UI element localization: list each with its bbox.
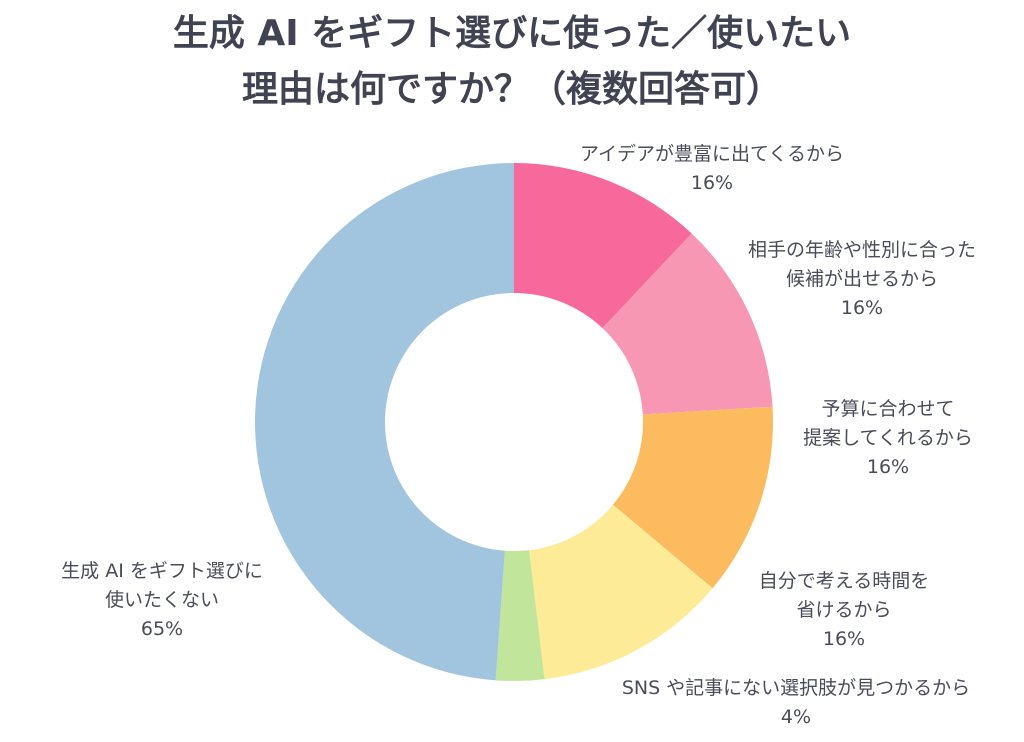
chart-title-line-1: 生成 AI をギフト選びに使った／使いたい — [172, 13, 852, 54]
slice-label-line: 予算に合わせて — [821, 398, 954, 420]
donut-slice-3 — [612, 406, 773, 589]
donut-slice-4 — [529, 504, 713, 680]
slice-label-line: 使いたくない — [105, 589, 219, 611]
slice-label-line: 生成 AI をギフト選びに — [61, 560, 263, 582]
slice-value-6: 65% — [141, 618, 183, 640]
slice-label-5: SNS や記事にない選択肢が見つかるから 4% — [622, 677, 970, 728]
donut-slice-2 — [602, 233, 773, 415]
slice-value-3: 16% — [867, 456, 909, 478]
slice-label-3: 予算に合わせて提案してくれるから 16% — [803, 398, 973, 478]
slice-label-line: 提案してくれるから — [803, 427, 973, 449]
slice-label-line: 省けるから — [796, 599, 891, 621]
slice-label-line: SNS や記事にない選択肢が見つかるから — [622, 677, 970, 699]
slice-label-line: アイデアが豊富に出てくるから — [580, 143, 844, 165]
donut-slice-6 — [255, 163, 514, 681]
slice-label-4: 自分で考える時間を省けるから 16% — [759, 570, 929, 650]
slice-label-line: 自分で考える時間を — [759, 570, 929, 592]
slice-value-2: 16% — [841, 297, 883, 319]
slice-label-line: 候補が出せるから — [786, 268, 938, 290]
donut-slice-1 — [514, 163, 692, 329]
slice-label-6: 生成 AI をギフト選びに使いたくない 65% — [61, 560, 263, 640]
slice-value-4: 16% — [823, 628, 865, 650]
chart-title-line-2: 理由は何ですか？（複数回答可） — [241, 69, 782, 110]
slice-label-line: 相手の年齢や性別に合った — [748, 239, 976, 261]
slice-label-2: 相手の年齢や性別に合った候補が出せるから 16% — [748, 239, 976, 319]
donut-slice-5 — [495, 550, 545, 681]
labels-layer: アイデアが豊富に出てくるから 16% 相手の年齢や性別に合った候補が出せるから 16%… — [61, 143, 976, 728]
slice-value-1: 16% — [691, 172, 733, 194]
chart-title: 生成 AI をギフト選びに使った／使いたい 理由は何ですか？（複数回答可） — [0, 6, 1024, 118]
slice-value-5: 4% — [781, 706, 811, 728]
slice-label-1: アイデアが豊富に出てくるから 16% — [580, 143, 844, 194]
slices-layer — [255, 163, 773, 681]
